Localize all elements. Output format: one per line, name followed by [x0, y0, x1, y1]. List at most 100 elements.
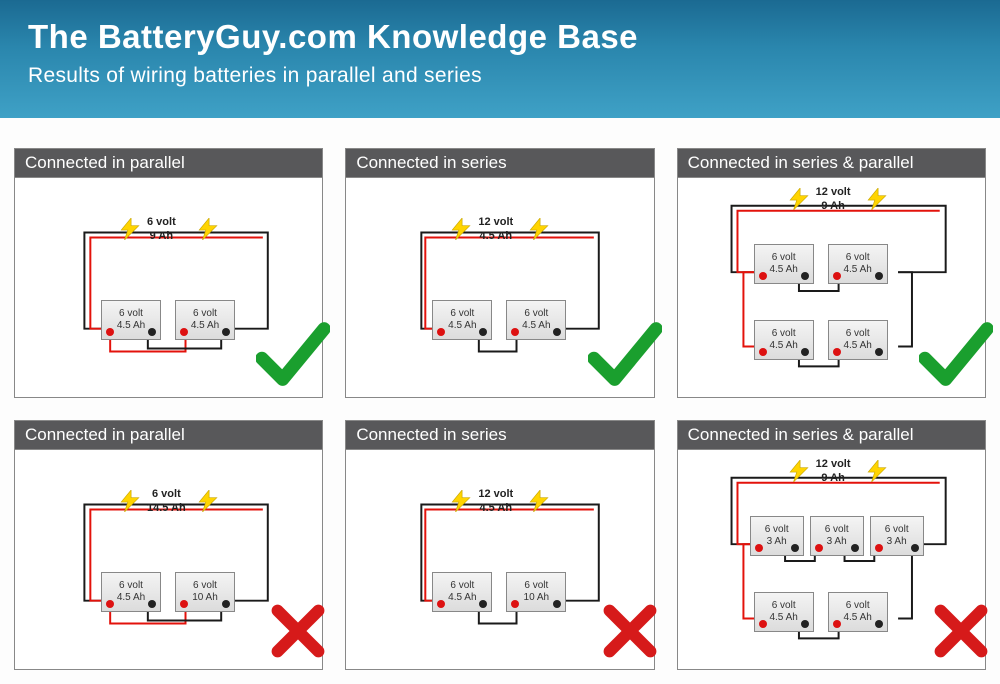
battery: 6 volt3 Ah: [810, 516, 864, 556]
lightning-icon: [197, 490, 219, 512]
output-label: 6 volt 14.5 Ah: [147, 488, 186, 516]
cross-icon: [600, 601, 660, 672]
page-subtitle: Results of wiring batteries in parallel …: [28, 64, 972, 88]
terminal-positive: [180, 600, 188, 608]
lightning-icon: [528, 490, 550, 512]
panel-title: Connected in series & parallel: [678, 149, 985, 178]
panel-title: Connected in series: [346, 421, 653, 450]
terminal-negative: [911, 544, 919, 552]
battery-volt: 6 volt: [433, 308, 491, 320]
diagram-panel: Connected in series & parallel 12 volt9 A…: [677, 148, 986, 398]
output-ah: 9 Ah: [821, 472, 844, 484]
terminal-negative: [553, 328, 561, 336]
battery: 6 volt4.5 Ah: [754, 320, 814, 360]
terminal-positive: [875, 544, 883, 552]
terminal-negative: [479, 600, 487, 608]
diagram-panel: Connected in parallel 6 volt9 Ah 6 volt4.5…: [14, 148, 323, 398]
terminal-positive: [106, 600, 114, 608]
terminal-positive: [833, 348, 841, 356]
battery-volt: 6 volt: [102, 580, 160, 592]
terminal-negative: [875, 620, 883, 628]
battery-volt: 6 volt: [433, 580, 491, 592]
terminal-negative: [801, 620, 809, 628]
battery: 6 volt4.5 Ah: [754, 244, 814, 284]
check-icon: [919, 317, 993, 404]
terminal-negative: [479, 328, 487, 336]
battery: 6 volt4.5 Ah: [828, 320, 888, 360]
terminal-negative: [148, 328, 156, 336]
battery-volt: 6 volt: [755, 328, 813, 340]
page-title: The BatteryGuy.com Knowledge Base: [28, 18, 972, 56]
terminal-negative: [801, 272, 809, 280]
battery: 6 volt4.5 Ah: [101, 300, 161, 340]
panel-body: 12 volt9 Ah6 volt3 Ah6 volt3 Ah6 volt3 A…: [678, 450, 985, 670]
diagram-panel: Connected in series & parallel 12 volt9 A…: [677, 420, 986, 670]
battery: 6 volt4.5 Ah: [506, 300, 566, 340]
battery: 6 volt3 Ah: [750, 516, 804, 556]
terminal-positive: [511, 328, 519, 336]
panel-body: 6 volt14.5 Ah6 volt4.5 Ah6 volt10 Ah: [15, 450, 322, 670]
output-volt: 12 volt: [816, 186, 851, 198]
battery-volt: 6 volt: [102, 308, 160, 320]
diagram-panel: Connected in series12 volt4.5 Ah6 volt4.…: [345, 148, 654, 398]
check-icon: [256, 317, 330, 404]
lightning-icon: [450, 490, 472, 512]
battery-volt: 6 volt: [507, 308, 565, 320]
panel-body: 12 volt4.5 Ah 6 volt4.5 Ah 6 volt10 Ah: [346, 450, 653, 670]
output-volt: 6 volt: [152, 488, 181, 500]
panel-body: 6 volt9 Ah 6 volt4.5 Ah 6 volt4.5 Ah: [15, 178, 322, 398]
output-label: 12 volt9 Ah: [816, 186, 851, 214]
terminal-negative: [222, 328, 230, 336]
battery-volt: 6 volt: [507, 580, 565, 592]
battery-volt: 6 volt: [176, 580, 234, 592]
terminal-positive: [815, 544, 823, 552]
battery-volt: 6 volt: [829, 252, 887, 264]
battery: 6 volt4.5 Ah: [828, 244, 888, 284]
battery-volt: 6 volt: [176, 308, 234, 320]
battery-volt: 6 volt: [755, 252, 813, 264]
battery-volt: 6 volt: [811, 524, 863, 536]
battery-volt: 6 volt: [751, 524, 803, 536]
output-label: 12 volt4.5 Ah: [478, 488, 513, 516]
diagram-panel: Connected in parallel6 volt14.5 Ah6 volt…: [14, 420, 323, 670]
terminal-negative: [875, 348, 883, 356]
panel-title: Connected in parallel: [15, 149, 322, 178]
panel-title: Connected in series: [346, 149, 653, 178]
output-label: 12 volt4.5 Ah: [478, 216, 513, 244]
output-ah: 14.5 Ah: [147, 502, 186, 514]
terminal-positive: [106, 328, 114, 336]
battery: 6 volt4.5 Ah: [828, 592, 888, 632]
lightning-icon: [450, 218, 472, 240]
lightning-icon: [197, 218, 219, 240]
diagram-grid: Connected in parallel6 volt9 Ah6 volt4.5…: [0, 118, 1000, 684]
output-label: 6 volt9 Ah: [147, 216, 176, 244]
cross-icon: [268, 601, 328, 672]
terminal-positive: [759, 272, 767, 280]
panel-body: 12 volt9 Ah6 volt4.5 Ah6 volt4.5 Ah6 vol…: [678, 178, 985, 398]
battery: 6 volt4.5 Ah: [175, 300, 235, 340]
panel-title: Connected in parallel: [15, 421, 322, 450]
lightning-icon: [788, 460, 810, 482]
battery-volt: 6 volt: [755, 600, 813, 612]
output-volt: 6 volt: [147, 216, 176, 228]
lightning-icon: [866, 188, 888, 210]
terminal-negative: [801, 348, 809, 356]
battery: 6 volt3 Ah: [870, 516, 924, 556]
check-icon: [588, 317, 662, 404]
battery: 6 volt4.5 Ah: [432, 300, 492, 340]
terminal-negative: [875, 272, 883, 280]
output-ah: 4.5 Ah: [479, 230, 512, 242]
terminal-negative: [851, 544, 859, 552]
output-label: 12 volt9 Ah: [816, 458, 851, 486]
battery: 6 volt10 Ah: [506, 572, 566, 612]
terminal-negative: [148, 600, 156, 608]
terminal-negative: [553, 600, 561, 608]
terminal-positive: [833, 272, 841, 280]
diagram-panel: Connected in series 12 volt4.5 Ah 6 volt4.…: [345, 420, 654, 670]
battery-volt: 6 volt: [829, 328, 887, 340]
battery: 6 volt4.5 Ah: [432, 572, 492, 612]
lightning-icon: [788, 188, 810, 210]
panel-title: Connected in series & parallel: [678, 421, 985, 450]
page-header: The BatteryGuy.com Knowledge Base Result…: [0, 0, 1000, 118]
battery: 6 volt10 Ah: [175, 572, 235, 612]
